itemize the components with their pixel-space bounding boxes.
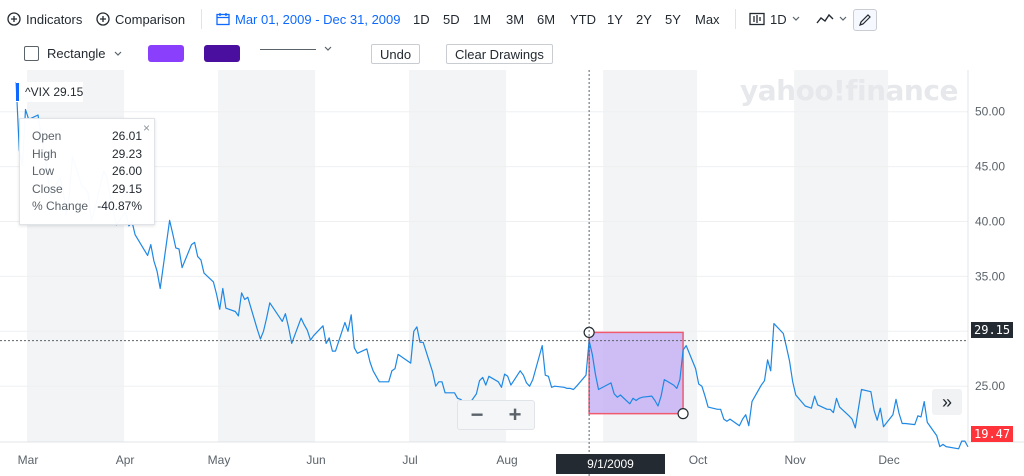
range-3m-button[interactable]: 3M [506, 11, 525, 27]
tooltip-value: 26.00 [111, 164, 142, 178]
range-1d-button[interactable]: 1D [413, 11, 430, 27]
zoom-out-button[interactable]: − [470, 402, 484, 427]
range-5y-button[interactable]: 5Y [665, 11, 681, 27]
x-tick-label: Mar [18, 453, 39, 467]
divider [735, 9, 736, 29]
last-price-label: 19.47 [971, 426, 1014, 442]
divider [201, 9, 202, 29]
indicators-button[interactable]: Indicators [7, 12, 82, 27]
tooltip-label: Close [32, 181, 63, 196]
y-tick-label: 45.00 [975, 160, 1005, 174]
tooltip-row-change: % Change -40.87% [32, 198, 142, 216]
interval-dropdown[interactable]: 1D [749, 12, 800, 27]
tooltip-row-close: Close 29.15 [32, 181, 142, 199]
pencil-icon [858, 13, 872, 27]
tooltip-row-low: Low 26.00 [32, 163, 142, 181]
tooltip-value: -40.87% [97, 199, 142, 213]
x-tick-label: Oct [689, 453, 708, 467]
price-line [15, 82, 969, 450]
chevron-down-icon [114, 51, 122, 57]
undo-button[interactable]: Undo [371, 44, 421, 64]
ohlc-tooltip: × Open 26.01 High 29.23 Low 26.00 Close 29.1… [19, 118, 155, 225]
comparison-label: Comparison [115, 11, 186, 27]
plus-circle-icon [7, 12, 21, 26]
clear-drawings-button[interactable]: Clear Drawings [446, 44, 553, 64]
x-tick-label: Apr [116, 453, 135, 467]
ticker-label: ^VIX 29.15 [16, 82, 84, 102]
shape-checkbox[interactable] [24, 46, 39, 61]
y-tick-label: 50.00 [975, 105, 1005, 119]
x-tick-label: Nov [784, 453, 805, 467]
line-style-dropdown[interactable] [260, 46, 332, 52]
range-ytd-button[interactable]: YTD [570, 11, 596, 27]
month-band [409, 70, 507, 442]
x-tick-label: Dec [878, 453, 899, 467]
ticker-symbol: ^VIX [25, 85, 50, 99]
comparison-button[interactable]: Comparison [96, 12, 185, 27]
plus-circle-icon [96, 12, 110, 26]
zoom-in-button[interactable]: + [508, 402, 522, 427]
range-6m-button[interactable]: 6M [537, 11, 556, 27]
chart-toolbar: Indicators Comparison Mar 01, 2009 - Dec… [0, 0, 1024, 38]
interval-label: 1D [770, 11, 787, 27]
x-tick-label: Jul [402, 453, 417, 467]
y-tick-label: 25.00 [975, 379, 1005, 393]
scroll-to-latest-button[interactable]: » [932, 389, 962, 415]
line-chart-icon [816, 13, 834, 25]
chevron-down-icon [839, 16, 847, 22]
calendar-icon [216, 12, 230, 26]
x-tick-label: May [208, 453, 231, 467]
range-2y-button[interactable]: 2Y [636, 11, 652, 27]
draw-tool-button[interactable] [853, 9, 877, 31]
crosshair-price-label: 29.15 [971, 322, 1014, 338]
chevron-down-icon [324, 46, 332, 52]
tooltip-label: % Change [32, 199, 89, 213]
tooltip-label: High [32, 146, 57, 161]
stroke-color-swatch[interactable] [204, 45, 240, 62]
range-1y-button[interactable]: 1Y [607, 11, 623, 27]
candle-interval-icon [749, 12, 765, 26]
month-band [794, 70, 889, 442]
shape-dropdown[interactable]: Rectangle [24, 46, 122, 61]
tooltip-value: 29.23 [111, 146, 142, 161]
shape-label: Rectangle [47, 46, 106, 61]
drawn-rectangle [588, 331, 684, 415]
y-tick-label: 35.00 [975, 269, 1005, 283]
indicators-label: Indicators [26, 11, 83, 27]
crosshair-date-label: 9/1/2009 [556, 454, 665, 474]
tooltip-value: 29.15 [111, 181, 142, 196]
ticker-price: 29.15 [53, 85, 84, 99]
tooltip-label: Open [32, 129, 62, 143]
date-range-picker[interactable]: Mar 01, 2009 - Dec 31, 2009 [216, 12, 401, 27]
fill-color-swatch[interactable] [148, 45, 184, 62]
series-color-bar [16, 83, 19, 101]
drawing-toolbar: Rectangle Undo Clear Drawings [0, 38, 1024, 70]
line-style-preview [260, 48, 316, 50]
tooltip-row-open: Open 26.01 [32, 128, 142, 146]
yahoo-finance-watermark: yahoo!finance [740, 74, 958, 107]
tooltip-value: 26.01 [111, 129, 142, 143]
range-max-button[interactable]: Max [695, 11, 720, 27]
y-tick-label: 40.00 [975, 215, 1005, 229]
zoom-controls: − + [457, 400, 535, 430]
tooltip-close-icon[interactable]: × [142, 121, 150, 135]
x-tick-label: Jun [306, 453, 325, 467]
range-1m-button[interactable]: 1M [473, 11, 492, 27]
tooltip-row-high: High 29.23 [32, 146, 142, 164]
tooltip-label: Low [32, 164, 55, 178]
rect-handle-bottom-right [677, 408, 689, 420]
x-tick-label: Aug [496, 453, 517, 467]
date-range-label: Mar 01, 2009 - Dec 31, 2009 [235, 11, 401, 27]
month-band [218, 70, 316, 442]
chart-type-dropdown[interactable] [816, 13, 847, 25]
range-5d-button[interactable]: 5D [443, 11, 460, 27]
chevron-down-icon [792, 16, 800, 22]
